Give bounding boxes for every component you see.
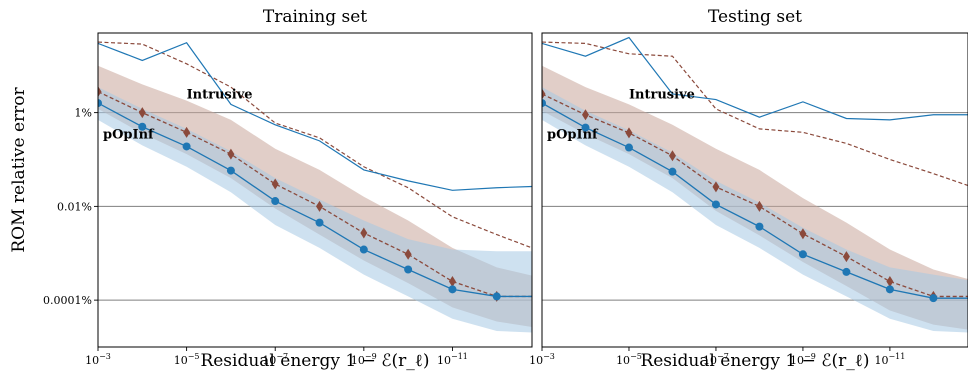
x-tick-label: 10−11 — [874, 352, 905, 367]
marker-popinf — [542, 99, 546, 108]
marker-popinf — [492, 292, 501, 301]
marker-intrusive — [799, 228, 807, 240]
marker-intrusive — [448, 275, 456, 287]
x-axis-label: Residual energy 1 − ℰ(r_ℓ) — [640, 351, 869, 371]
plot-area — [98, 41, 545, 333]
marker-popinf — [537, 292, 545, 300]
marker-popinf — [448, 285, 457, 294]
marker-popinf — [138, 122, 147, 131]
marker-popinf — [711, 200, 720, 209]
marker-intrusive — [842, 251, 850, 263]
x-axis-label: Residual energy 1 − ℰ(r_ℓ) — [200, 351, 429, 371]
x-tick-label: 10−5 — [174, 352, 200, 367]
marker-intrusive — [668, 150, 676, 162]
x-tick-label: 10−3 — [85, 352, 111, 367]
band-popinf — [542, 87, 968, 333]
marker-intrusive — [138, 107, 146, 119]
marker-popinf — [226, 166, 235, 175]
series-label-intrusive: Intrusive — [187, 88, 253, 103]
y-axis-label: ROM relative error — [9, 86, 29, 252]
y-tick-label: 0.01% — [57, 200, 92, 213]
marker-intrusive — [183, 126, 191, 138]
x-tick-label: 10−11 — [437, 352, 468, 367]
marker-intrusive — [316, 200, 324, 212]
marker-popinf — [668, 167, 677, 176]
marker-popinf — [755, 222, 764, 231]
marker-popinf — [182, 142, 191, 151]
marker-popinf — [842, 267, 851, 276]
y-tick-label: 1% — [75, 107, 92, 120]
marker-popinf — [885, 285, 894, 294]
marker-popinf — [929, 294, 938, 303]
plot-frame — [97, 32, 533, 348]
line-intrusive-upper-band-edge — [98, 41, 532, 249]
marker-popinf — [315, 218, 324, 227]
series-label-popinf: pOpInf — [547, 128, 599, 143]
marker-intrusive — [886, 275, 894, 287]
plot-frame — [541, 32, 968, 348]
marker-intrusive — [271, 178, 279, 190]
marker-popinf — [624, 143, 633, 152]
marker-intrusive — [360, 227, 368, 239]
marker-intrusive — [755, 200, 763, 212]
marker-popinf — [581, 123, 590, 132]
series-label-popinf: pOpInf — [103, 128, 155, 143]
y-tick-label: 0.0001% — [43, 294, 92, 307]
line-unlabeled-upper-band-edge — [542, 36, 968, 121]
marker-intrusive — [625, 127, 633, 139]
band-popinf — [98, 87, 532, 333]
panel-title: Testing set — [708, 7, 802, 27]
plot-area — [542, 36, 968, 333]
line-intrusive-upper-band-edge — [542, 41, 968, 187]
marker-intrusive — [542, 88, 546, 100]
marker-intrusive — [581, 109, 589, 121]
marker-popinf — [359, 245, 368, 254]
x-tick-label: 10−3 — [529, 352, 555, 367]
line-intrusive-median — [542, 93, 968, 298]
panel-title: Training set — [263, 7, 367, 27]
marker-intrusive — [404, 248, 412, 260]
line-unlabeled-upper-band-edge — [98, 41, 532, 191]
marker-popinf — [404, 265, 413, 274]
x-tick-label: 10−5 — [616, 352, 642, 367]
marker-popinf — [271, 197, 280, 206]
marker-popinf — [98, 99, 102, 108]
marker-intrusive — [98, 86, 102, 98]
marker-intrusive — [227, 148, 235, 160]
marker-popinf — [798, 250, 807, 259]
series-label-intrusive: Intrusive — [629, 88, 695, 103]
marker-intrusive — [712, 181, 720, 193]
